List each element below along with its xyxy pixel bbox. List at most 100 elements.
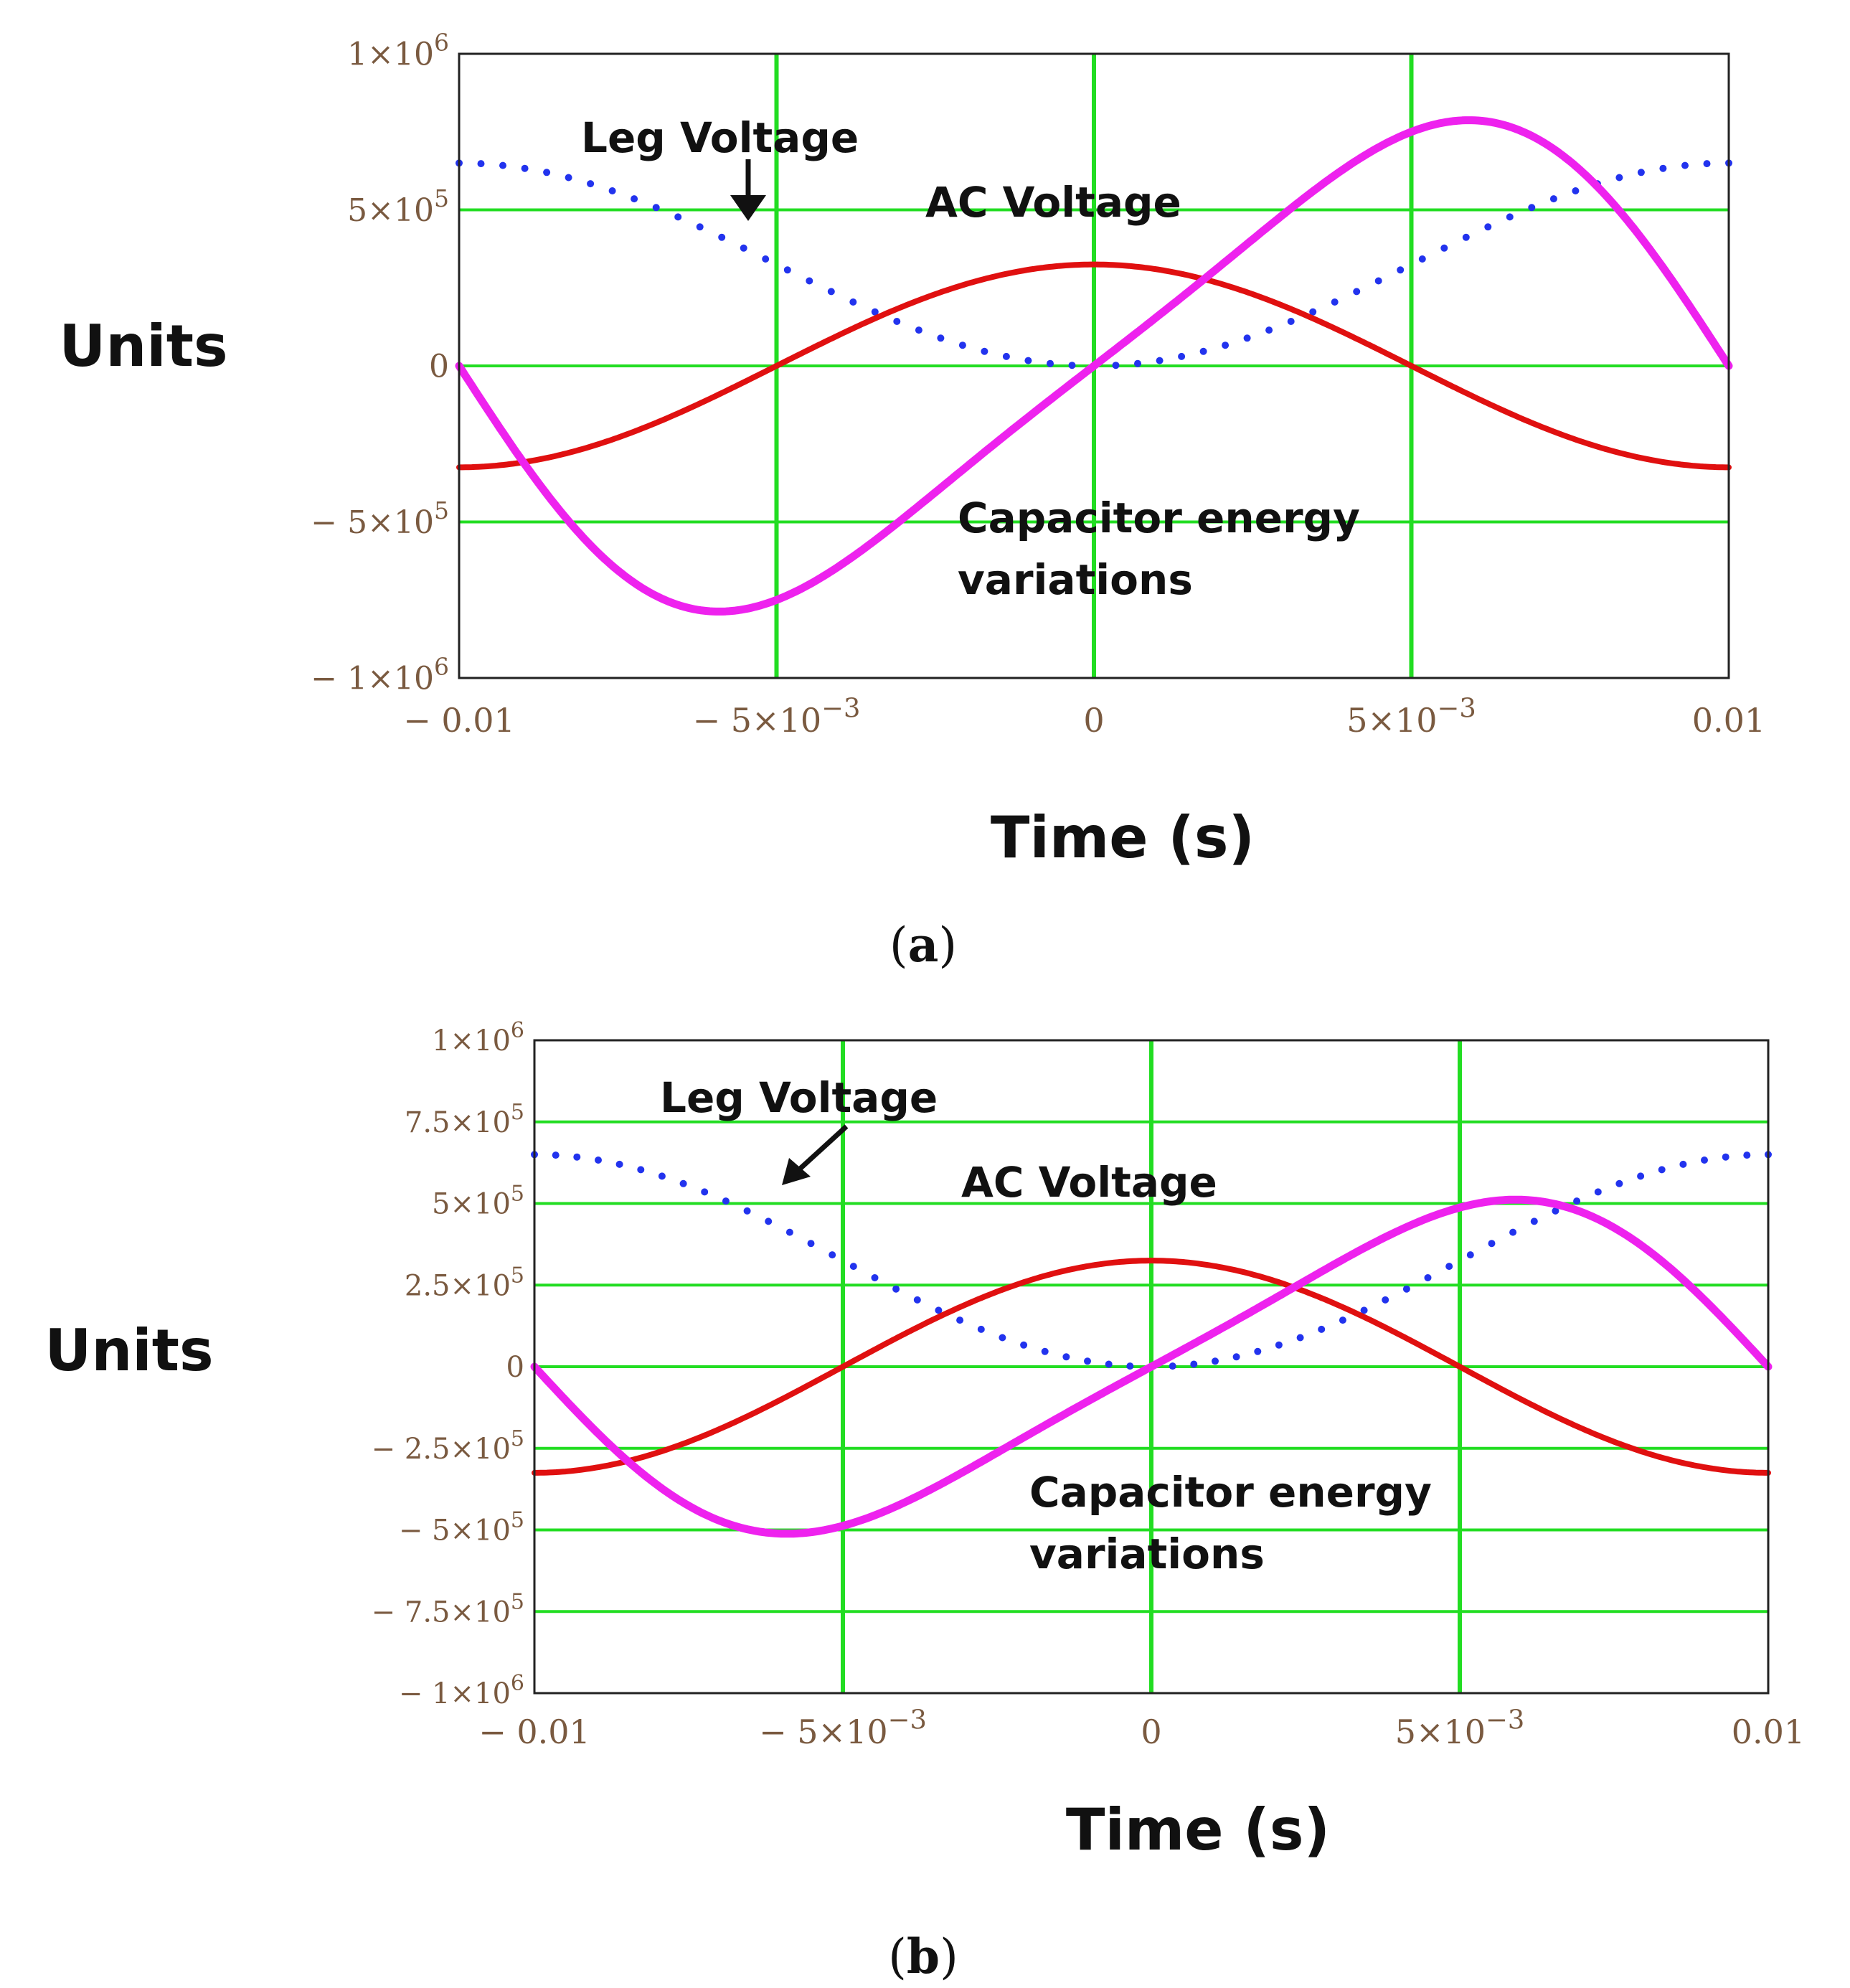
point-leg-voltage-b — [1615, 1179, 1623, 1187]
point-leg-voltage-a — [981, 347, 988, 355]
chart-b-svg: 1×106 7.5×105 5×105 2.5×105 0 − 2.5×105 − 5×10… — [44, 1018, 1805, 1984]
annotation-leg-voltage-a: Leg Voltage — [581, 113, 859, 162]
chart-a-svg: 1×106 5×105 0 − 5×105 − 1×106 − 0.01 − 5×10−3… — [59, 29, 1765, 973]
y-tick-label-b-250000: − 2.5×105 — [372, 1426, 524, 1466]
point-leg-voltage-a — [915, 326, 922, 334]
point-leg-voltage-a — [652, 204, 660, 212]
point-leg-voltage-a — [893, 318, 901, 325]
annotation-capacitor-energy-a: Capacitor energy — [958, 494, 1360, 542]
point-leg-voltage-b — [743, 1207, 751, 1215]
point-leg-voltage-a — [1156, 357, 1164, 364]
point-leg-voltage-a — [937, 334, 945, 342]
point-leg-voltage-b — [658, 1172, 666, 1180]
point-leg-voltage-a — [1528, 204, 1536, 212]
point-leg-voltage-b — [1488, 1240, 1496, 1248]
point-leg-voltage-b — [1573, 1197, 1581, 1205]
point-leg-voltage-b — [1594, 1188, 1602, 1196]
point-leg-voltage-b — [1530, 1217, 1538, 1225]
point-leg-voltage-a — [1549, 195, 1557, 203]
point-leg-voltage-a — [718, 233, 726, 241]
point-leg-voltage-b — [1743, 1151, 1751, 1159]
x-tick-label-b-0: 0 — [1141, 1713, 1161, 1751]
point-leg-voltage-a — [806, 277, 813, 285]
point-leg-voltage-b — [871, 1274, 879, 1281]
point-leg-voltage-a — [674, 213, 682, 221]
y-tick-label-b-500000: − 5×105 — [399, 1508, 524, 1547]
y-tick-label-a-1000000: − 1×106 — [311, 653, 449, 697]
point-leg-voltage-a — [587, 180, 595, 188]
point-leg-voltage-b — [1424, 1274, 1432, 1281]
point-leg-voltage-b — [1318, 1325, 1326, 1333]
point-leg-voltage-a — [1418, 255, 1426, 263]
series-capacitor-energy-variations-a — [455, 116, 1733, 616]
point-leg-voltage-b — [1402, 1285, 1410, 1293]
panel-caption-b: (b) — [888, 1928, 958, 1984]
panel-caption-a: (a) — [889, 917, 957, 973]
x-tick-label-b-0-01: 0.01 — [1732, 1713, 1805, 1751]
point-leg-voltage-a — [696, 223, 704, 231]
point-leg-voltage-b — [765, 1217, 773, 1225]
y-tick-label-b-250000: 2.5×105 — [405, 1263, 524, 1302]
point-leg-voltage-b — [1212, 1357, 1219, 1365]
point-leg-voltage-b — [1637, 1172, 1645, 1180]
point-leg-voltage-a — [1047, 359, 1054, 367]
point-leg-voltage-a — [740, 244, 747, 252]
point-leg-voltage-b — [1169, 1362, 1176, 1370]
point-leg-voltage-a — [521, 164, 529, 172]
point-leg-voltage-a — [1068, 362, 1076, 369]
annotation-variations-a: variations — [958, 555, 1193, 604]
point-leg-voltage-a — [1287, 318, 1295, 325]
point-leg-voltage-a — [1331, 298, 1339, 306]
point-leg-voltage-a — [565, 174, 572, 182]
point-leg-voltage-b — [1382, 1296, 1389, 1304]
x-ticks-b: − 0.01 − 5×10−3 0 5×10−3 0.01 — [478, 1704, 1805, 1751]
point-leg-voltage-b — [722, 1197, 730, 1205]
point-leg-voltage-a — [1397, 266, 1405, 274]
point-leg-voltage-a — [849, 298, 857, 306]
point-leg-voltage-b — [552, 1151, 560, 1159]
x-tick-label-b-0-005: 5×10−3 — [1395, 1704, 1525, 1751]
point-leg-voltage-b — [849, 1263, 857, 1271]
point-leg-voltage-b — [1339, 1316, 1346, 1324]
x-tick-label-a-0-005: − 5×10−3 — [693, 692, 861, 740]
point-leg-voltage-b — [1105, 1360, 1113, 1368]
annotation-variations-b: variations — [1029, 1530, 1265, 1578]
y-axis-label-a: Units — [59, 313, 227, 380]
point-leg-voltage-b — [1041, 1347, 1049, 1355]
point-leg-voltage-a — [1659, 164, 1667, 172]
point-leg-voltage-a — [1265, 326, 1273, 334]
point-leg-voltage-a — [499, 161, 506, 169]
point-leg-voltage-b — [785, 1228, 793, 1236]
series-layer-a — [455, 116, 1733, 616]
plot-frame-a — [458, 52, 1730, 679]
x-tick-label-a-0-005: 5×10−3 — [1346, 692, 1476, 740]
point-leg-voltage-a — [762, 255, 770, 263]
point-leg-voltage-a — [477, 160, 485, 168]
point-leg-voltage-a — [1440, 244, 1448, 252]
point-leg-voltage-b — [829, 1251, 836, 1259]
point-leg-voltage-b — [913, 1296, 921, 1304]
point-leg-voltage-a — [1309, 308, 1317, 316]
point-leg-voltage-a — [1112, 362, 1120, 369]
point-leg-voltage-b — [999, 1334, 1006, 1342]
point-leg-voltage-a — [1681, 161, 1689, 169]
y-tick-label-a-0: 0 — [429, 348, 449, 385]
x-tick-label-a-0: 0 — [1083, 701, 1104, 740]
point-leg-voltage-a — [1178, 352, 1186, 360]
point-leg-voltage-a — [1199, 347, 1207, 355]
series-leg-voltage-b — [531, 1151, 1772, 1370]
point-leg-voltage-b — [679, 1179, 687, 1187]
point-leg-voltage-a — [1462, 233, 1470, 241]
annotation-capacitor-energy-b: Capacitor energy — [1029, 1468, 1432, 1517]
point-leg-voltage-a — [1134, 359, 1141, 367]
point-leg-voltage-b — [1275, 1341, 1283, 1349]
y-tick-label-b-1000000: − 1×106 — [399, 1671, 524, 1710]
x-axis-label-b: Time (s) — [1066, 1796, 1330, 1863]
point-leg-voltage-b — [1232, 1353, 1240, 1361]
x-ticks-a: − 0.01 − 5×10−3 0 5×10−3 0.01 — [403, 692, 1765, 740]
x-tick-label-b-0-005: − 5×10−3 — [759, 1704, 927, 1751]
chart-panel-a: 1×106 5×105 0 − 5×105 − 1×106 − 0.01 − 5×10−3… — [0, 0, 1850, 976]
point-leg-voltage-a — [827, 288, 835, 296]
point-leg-voltage-a — [1243, 334, 1251, 342]
y-tick-label-b-0: 0 — [506, 1351, 524, 1384]
